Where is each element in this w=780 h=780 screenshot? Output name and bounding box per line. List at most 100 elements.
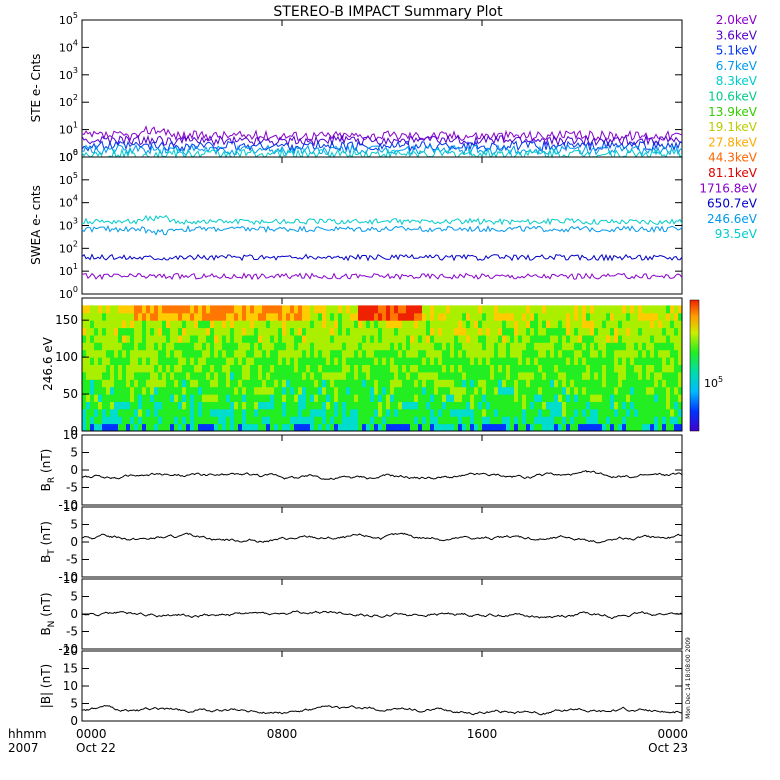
pad-heatmap-cell [342,401,347,410]
pad-heatmap-cell [202,379,207,388]
pad-heatmap-cell [322,408,327,417]
pad-heatmap-cell [378,379,383,388]
pad-heatmap-cell [530,312,535,321]
mag-y-tick-label: 0 [70,463,78,477]
pad-heatmap-cell [562,379,567,388]
pad-heatmap-cell [322,320,327,329]
pad-heatmap-cell [226,349,231,358]
pad-heatmap-cell [414,401,419,410]
pad-heatmap-cell [382,408,387,417]
pad-heatmap-cell [286,386,291,395]
pad-heatmap-cell [622,364,627,373]
pad-heatmap-cell [650,394,655,402]
pad-heatmap-cell [506,327,511,336]
pad-heatmap-cell [238,394,243,402]
pad-heatmap-cell [190,386,195,395]
pad-heatmap-cell [306,334,311,343]
pad-heatmap-cell [350,394,355,402]
pad-heatmap-cell [430,386,435,395]
pad-heatmap-cell [606,334,611,343]
pad-heatmap-cell [402,386,407,395]
pad-heatmap-cell [342,327,347,336]
pad-heatmap-cell [394,305,399,314]
pad-heatmap-cell [358,342,363,351]
pad-heatmap-cell [158,342,163,351]
pad-heatmap-cell [382,327,387,336]
pad-heatmap-cell [558,408,563,417]
pad-heatmap-cell [582,334,587,343]
pad-heatmap-cell [306,416,311,425]
pad-heatmap-cell [678,305,683,314]
pad-heatmap-cell [502,408,507,417]
pad-heatmap-cell [342,357,347,365]
pad-heatmap-cell [502,401,507,410]
legend-entry-13.9keV: 13.9keV [708,105,758,119]
pad-heatmap-cell [426,327,431,336]
pad-heatmap-cell [498,416,503,425]
pad-heatmap-cell [178,312,183,321]
pad-heatmap-cell [186,327,191,336]
pad-heatmap-cell [378,364,383,373]
pad-heatmap-cell [414,320,419,329]
pad-heatmap-cell [562,349,567,358]
pad-heatmap-cell [350,312,355,321]
pad-heatmap-cell [558,423,563,432]
pad-heatmap-cell [342,320,347,329]
pad-heatmap-cell [250,416,255,425]
pad-heatmap-cell [230,379,235,388]
pad-heatmap-cell [94,327,99,336]
pad-heatmap-cell [674,327,679,336]
pad-heatmap-cell [634,416,639,425]
pad-heatmap-cell [498,408,503,417]
pad-heatmap-cell [434,364,439,373]
pad-heatmap-cell [194,423,199,432]
pad-heatmap-cell [338,423,343,432]
ste-series-8.3keV [81,147,683,159]
pad-heatmap-cell [306,423,311,432]
pad-heatmap-cell [550,312,555,321]
pad-heatmap-cell [658,401,663,410]
pad-heatmap-cell [634,364,639,373]
pad-heatmap-cell [450,312,455,321]
pad-heatmap-cell [150,305,155,314]
pad-heatmap-cell [618,408,623,417]
pad-heatmap-cell [510,334,515,343]
pad-heatmap-cell [486,401,491,410]
pad-heatmap-cell [358,312,363,321]
pad-heatmap-cell [506,379,511,388]
pad-heatmap-cell [466,305,471,314]
pad-heatmap-cell [530,371,535,380]
pad-heatmap-cell [646,320,651,329]
pad-heatmap-cell [554,423,559,432]
pad-heatmap-cell [410,394,415,402]
pad-heatmap-cell [578,386,583,395]
pad-heatmap-cell [242,320,247,329]
pad-heatmap-cell [166,357,171,365]
pad-heatmap-cell [110,305,115,314]
pad-heatmap-cell [490,386,495,395]
pad-heatmap-cell [498,371,503,380]
pad-heatmap-cell [298,401,303,410]
pad-heatmap-cell [134,371,139,380]
pad-heatmap-cell [94,371,99,380]
mag-frame-0 [81,434,683,506]
pad-heatmap-cell [158,312,163,321]
pad-heatmap-cell [526,386,531,395]
pad-heatmap-cell [662,386,667,395]
legend-entry-5.1keV: 5.1keV [716,44,758,58]
pad-heatmap-cell [634,371,639,380]
pad-heatmap-cell [458,320,463,329]
pad-heatmap-cell [670,364,675,373]
pad-heatmap-cell [202,408,207,417]
pad-heatmap-cell [582,320,587,329]
pad-heatmap-cell [338,379,343,388]
pad-heatmap-cell [326,401,331,410]
pad-heatmap-cell [646,312,651,321]
pad-heatmap-cell [98,320,103,329]
pad-heatmap-cell [98,423,103,432]
pad-heatmap-cell [390,371,395,380]
pad-heatmap-cell [406,312,411,321]
pad-heatmap-cell [278,371,283,380]
pad-heatmap-cell [126,386,131,395]
pad-heatmap-cell [474,305,479,314]
